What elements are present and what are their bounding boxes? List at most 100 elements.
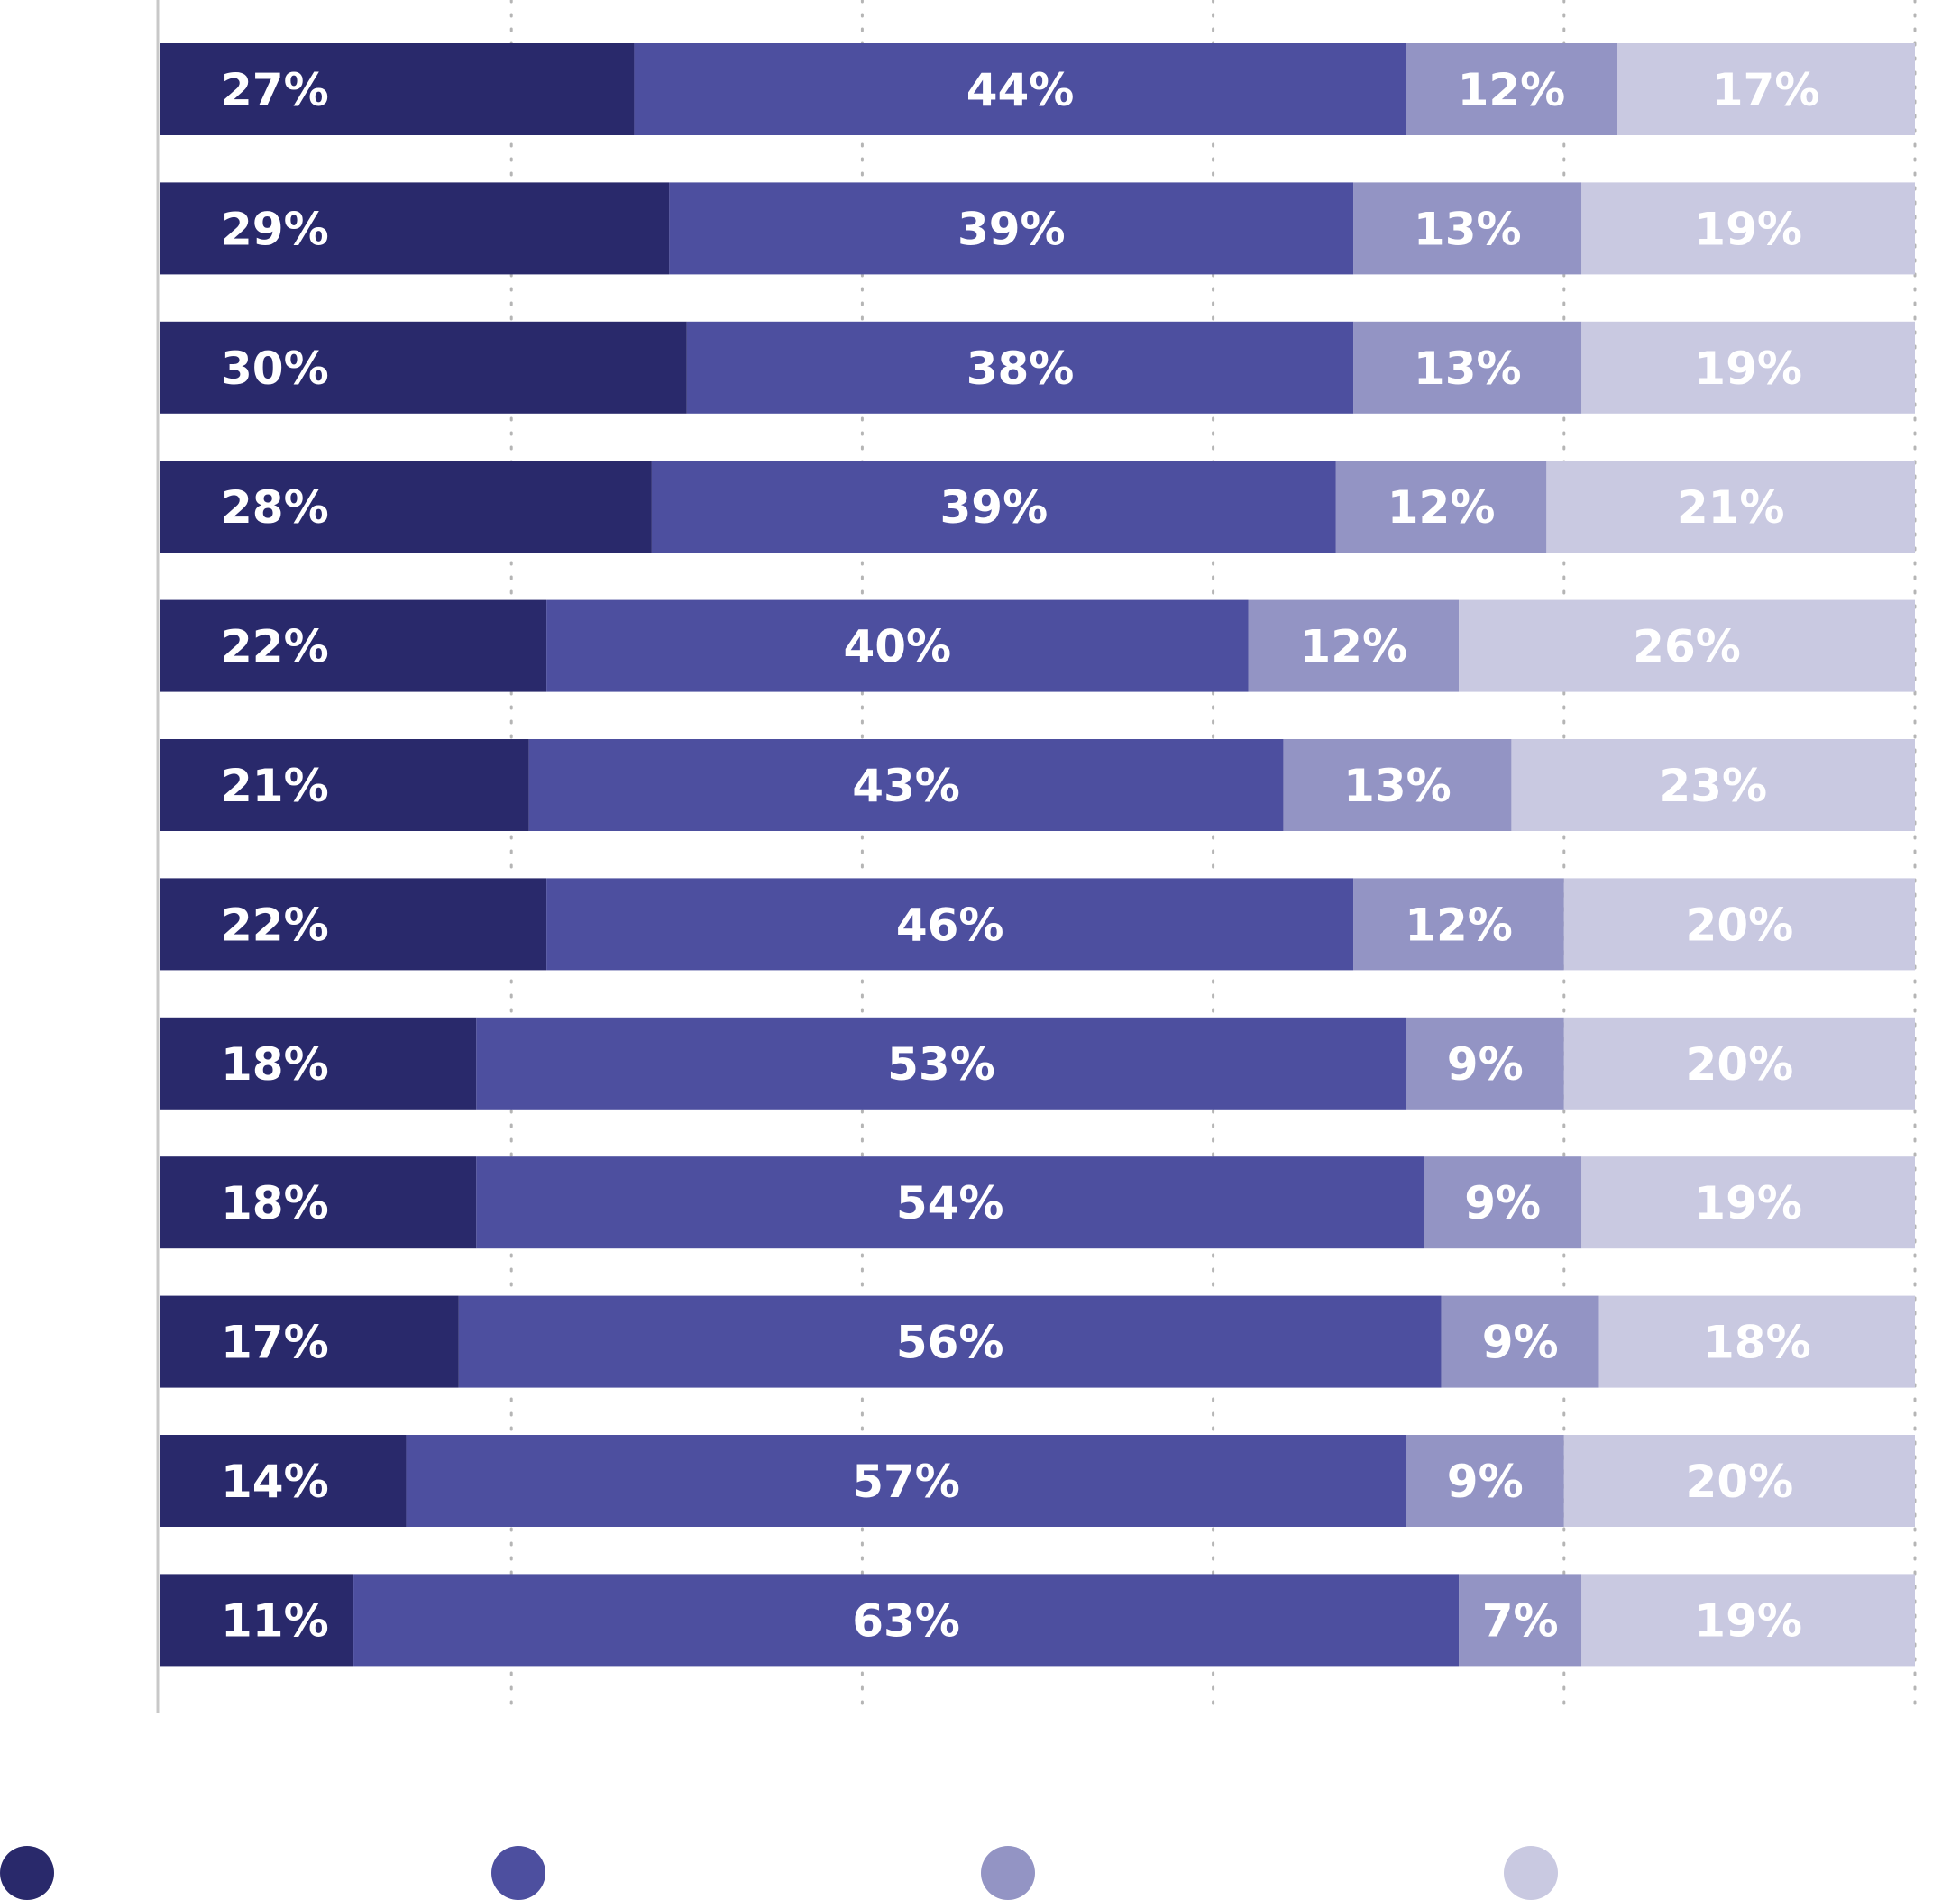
bar-segment — [1459, 599, 1915, 692]
legend — [0, 1846, 1558, 1900]
data-label: 29% — [221, 203, 329, 255]
data-label: 11% — [221, 1594, 329, 1647]
legend-marker — [0, 1846, 54, 1900]
data-label: 18% — [221, 1177, 329, 1229]
data-label: 13% — [1414, 203, 1522, 255]
data-label: 19% — [1694, 1594, 1802, 1647]
data-label: 30% — [221, 343, 329, 395]
gridlines — [509, 0, 1917, 1714]
data-label: 21% — [221, 760, 329, 812]
bar-segment — [1459, 1574, 1582, 1667]
bar-segment — [1424, 1156, 1582, 1249]
data-label: 13% — [1414, 343, 1522, 395]
data-label: 22% — [221, 899, 329, 951]
data-label: 9% — [1447, 1456, 1524, 1508]
data-label: 39% — [940, 481, 1049, 534]
data-label: 53% — [887, 1038, 995, 1091]
bar-segment — [160, 461, 652, 553]
bar-row: 14% 57% 9% 20% — [160, 1435, 1915, 1527]
bar-segment — [1511, 739, 1915, 831]
bar-row: 18% 53% 9% 20% — [160, 1017, 1915, 1110]
bar-row: 30% 38% 13% 19% — [160, 321, 1915, 414]
bar-row: 21% 43% 13% 23% — [160, 739, 1915, 831]
data-label: 54% — [896, 1177, 1004, 1229]
bar-segment — [1406, 1435, 1564, 1527]
bar-segment — [160, 1017, 477, 1110]
bar-segment — [160, 1156, 477, 1249]
data-label: 17% — [221, 1317, 329, 1369]
bar-segment — [160, 43, 635, 135]
bar-segment — [353, 1574, 1460, 1667]
bar-segment — [160, 182, 670, 275]
legend-marker — [491, 1846, 545, 1900]
bar-segment — [1353, 878, 1564, 971]
bar-segment — [476, 1156, 1424, 1249]
bar-segment — [634, 43, 1406, 135]
bar-segment — [1353, 182, 1582, 275]
data-label: 21% — [1677, 481, 1785, 534]
data-label: 19% — [1694, 343, 1802, 395]
bar-segment — [160, 321, 687, 414]
data-label: 17% — [1712, 64, 1820, 116]
bar-row: 22% 46% 12% 20% — [160, 878, 1915, 971]
data-label: 7% — [1482, 1594, 1559, 1647]
bar-segment — [406, 1435, 1406, 1527]
data-label: 20% — [1686, 899, 1794, 951]
bar-segment — [1581, 321, 1915, 414]
data-label: 20% — [1686, 1456, 1794, 1508]
bar-row: 22% 40% 12% 26% — [160, 599, 1915, 692]
bar-segment — [528, 739, 1284, 831]
bar-segment — [160, 599, 547, 692]
bar-segment — [160, 739, 529, 831]
bars: 27% 44% 12% 17% 29% 39% 13% 19% 30% 38% 13% 19% 28% 3… — [160, 43, 1915, 1667]
bar-segment — [1581, 182, 1915, 275]
data-label: 38% — [966, 343, 1075, 395]
bar-segment — [160, 1435, 407, 1527]
data-label: 9% — [1482, 1317, 1559, 1369]
bar-segment — [1406, 43, 1617, 135]
bar-segment — [546, 878, 1354, 971]
bar-segment — [1283, 739, 1512, 831]
bar-segment — [1353, 321, 1582, 414]
data-label: 19% — [1694, 203, 1802, 255]
data-label: 9% — [1464, 1177, 1541, 1229]
bar-segment — [1406, 1017, 1564, 1110]
data-label: 28% — [221, 481, 329, 534]
bar-row: 29% 39% 13% 19% — [160, 182, 1915, 275]
data-label: 20% — [1686, 1038, 1794, 1091]
bar-segment — [1598, 1295, 1915, 1388]
bar-segment — [1581, 1156, 1915, 1249]
data-label: 18% — [221, 1038, 329, 1091]
legend-marker — [1504, 1846, 1558, 1900]
bar-segment — [160, 878, 547, 971]
data-label: 22% — [221, 621, 329, 673]
data-label: 12% — [1388, 481, 1496, 534]
data-label: 14% — [221, 1456, 329, 1508]
data-label: 44% — [966, 64, 1075, 116]
data-label: 19% — [1694, 1177, 1802, 1229]
data-label: 27% — [221, 64, 329, 116]
data-label: 63% — [852, 1594, 960, 1647]
data-label: 23% — [1659, 760, 1767, 812]
data-label: 39% — [957, 203, 1066, 255]
data-label: 12% — [1405, 899, 1513, 951]
data-label: 40% — [843, 621, 951, 673]
bar-segment — [1617, 43, 1915, 135]
bar-segment — [1563, 1017, 1915, 1110]
bar-segment — [1248, 599, 1460, 692]
bar-segment — [458, 1295, 1442, 1388]
bar-segment — [1563, 1435, 1915, 1527]
bar-segment — [1441, 1295, 1599, 1388]
data-label: 46% — [896, 899, 1004, 951]
data-label: 13% — [1343, 760, 1452, 812]
bar-segment — [1546, 461, 1915, 553]
data-label: 43% — [852, 760, 960, 812]
bar-row: 11% 63% 7% 19% — [160, 1574, 1915, 1667]
bar-row: 27% 44% 12% 17% — [160, 43, 1915, 135]
bar-segment — [1335, 461, 1547, 553]
data-label: 26% — [1633, 621, 1741, 673]
data-label: 56% — [896, 1317, 1004, 1369]
legend-marker — [981, 1846, 1035, 1900]
data-label: 57% — [852, 1456, 960, 1508]
